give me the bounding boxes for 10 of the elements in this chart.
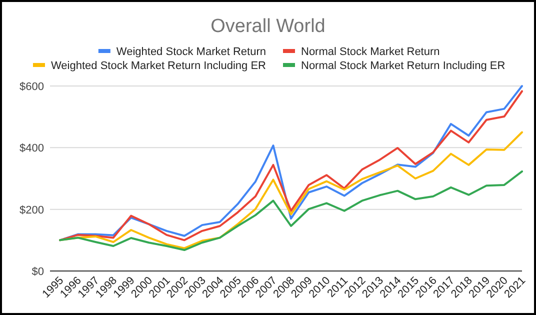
legend-label: Weighted Stock Market Return Including ER bbox=[50, 60, 266, 72]
line-series bbox=[59, 170, 523, 252]
y-tick-label: $400 bbox=[20, 142, 44, 155]
y-tick-label: $600 bbox=[20, 81, 44, 93]
y-tick-label: $0 bbox=[32, 266, 44, 278]
y-tick-label: $200 bbox=[20, 204, 44, 216]
chart-title: Overall World bbox=[210, 16, 326, 37]
legend-label: Normal Stock Market Return Including ER bbox=[301, 60, 506, 72]
legend-label: Normal Stock Market Return bbox=[301, 46, 440, 58]
legend-label: Weighted Stock Market Return bbox=[116, 46, 266, 58]
